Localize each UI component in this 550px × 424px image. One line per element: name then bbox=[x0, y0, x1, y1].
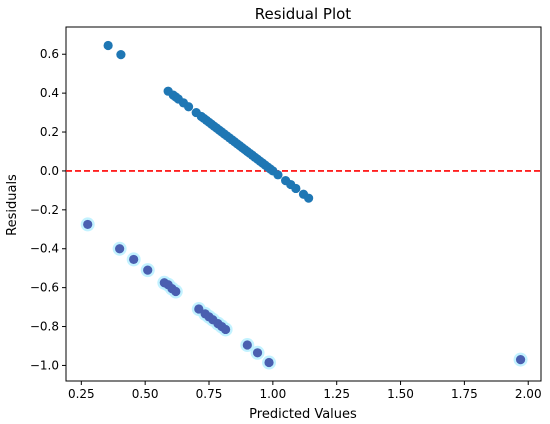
y-tick-label: −1.0 bbox=[30, 358, 59, 372]
data-point bbox=[194, 304, 204, 314]
x-tick-label: 0.25 bbox=[68, 387, 95, 401]
y-tick-label: 0.6 bbox=[40, 47, 59, 61]
x-tick-label: 0.75 bbox=[196, 387, 223, 401]
x-axis-label: Predicted Values bbox=[249, 407, 357, 422]
data-point bbox=[183, 102, 194, 112]
y-tick-label: −0.8 bbox=[30, 320, 59, 334]
data-point bbox=[291, 183, 301, 194]
x-tick-label: 1.25 bbox=[323, 387, 350, 401]
data-point bbox=[242, 340, 252, 350]
y-tick-label: 0.0 bbox=[40, 164, 59, 178]
data-point bbox=[103, 40, 113, 51]
data-point bbox=[304, 193, 314, 203]
y-tick-label: −0.2 bbox=[30, 203, 59, 217]
y-axis-label: Residuals bbox=[5, 174, 20, 236]
x-tick-label: 1.50 bbox=[387, 387, 414, 401]
data-point bbox=[221, 324, 231, 335]
y-tick-label: 0.4 bbox=[40, 86, 59, 100]
x-tick-label: 1.00 bbox=[259, 387, 286, 401]
data-point bbox=[115, 244, 125, 254]
x-tick-label: 1.75 bbox=[451, 387, 478, 401]
data-point bbox=[264, 357, 274, 368]
y-tick-label: 0.2 bbox=[40, 125, 59, 139]
data-point bbox=[252, 348, 263, 358]
data-point bbox=[515, 355, 526, 365]
plot-area: 0.25 0.50 0.75 1.00 1.25 1.50 1.75 2.00 −1.0 −0.8… bbox=[30, 26, 542, 401]
plot-frame bbox=[65, 26, 542, 382]
x-tick-label: 2.00 bbox=[515, 387, 542, 401]
data-point bbox=[171, 286, 181, 297]
x-tick-label: 0.50 bbox=[132, 387, 159, 401]
y-tick-label: −0.6 bbox=[30, 281, 59, 295]
y-tick-label: −0.4 bbox=[30, 242, 59, 256]
data-point bbox=[83, 219, 93, 230]
chart-title: Residual Plot bbox=[255, 5, 352, 23]
data-point bbox=[116, 50, 126, 60]
data-point bbox=[273, 170, 283, 180]
data-point bbox=[129, 254, 139, 265]
data-point bbox=[143, 265, 153, 275]
